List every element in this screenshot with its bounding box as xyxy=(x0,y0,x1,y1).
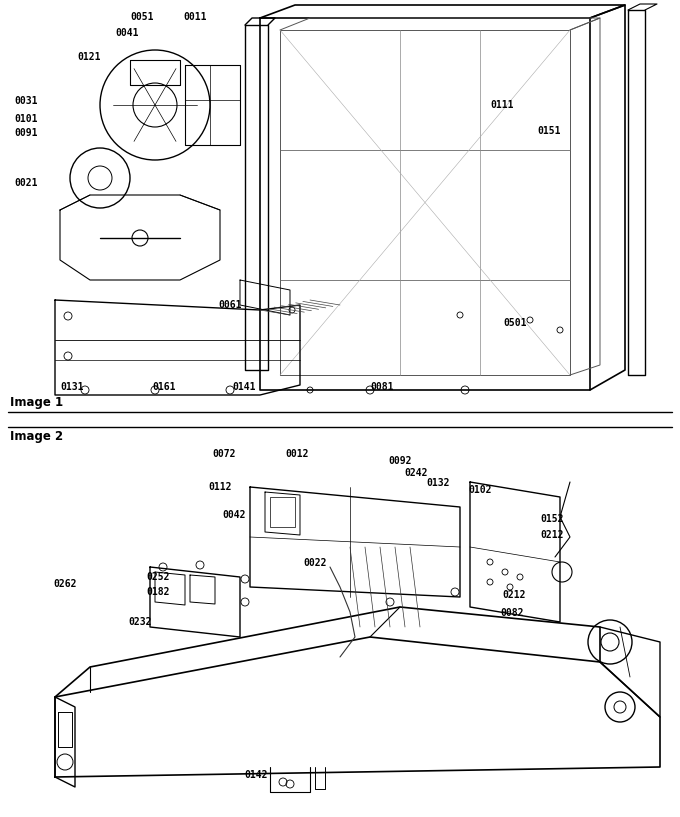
Text: 0212: 0212 xyxy=(540,530,564,540)
Text: 0011: 0011 xyxy=(183,12,207,22)
Text: 0101: 0101 xyxy=(14,114,37,124)
Text: 0132: 0132 xyxy=(426,478,449,488)
Bar xyxy=(270,497,295,527)
Text: 0072: 0072 xyxy=(212,449,235,459)
Text: 0102: 0102 xyxy=(468,485,492,495)
Text: 0051: 0051 xyxy=(130,12,154,22)
Text: 0151: 0151 xyxy=(537,126,560,136)
Text: 0501: 0501 xyxy=(503,318,526,328)
Text: Image 2: Image 2 xyxy=(10,430,63,443)
Text: 0232: 0232 xyxy=(128,617,152,627)
Text: 0031: 0031 xyxy=(14,96,37,106)
Text: 0252: 0252 xyxy=(146,572,169,582)
Text: 0152: 0152 xyxy=(540,514,564,524)
Text: 0112: 0112 xyxy=(208,482,231,492)
Text: 0081: 0081 xyxy=(370,382,394,392)
Text: 0061: 0061 xyxy=(218,300,241,310)
Text: 0111: 0111 xyxy=(490,100,513,110)
Text: 0242: 0242 xyxy=(404,468,428,478)
Text: 0022: 0022 xyxy=(303,558,326,568)
Text: 0161: 0161 xyxy=(152,382,175,392)
Text: 0141: 0141 xyxy=(232,382,256,392)
Text: Image 1: Image 1 xyxy=(10,396,63,409)
Text: 0021: 0021 xyxy=(14,178,37,188)
Text: 0091: 0091 xyxy=(14,128,37,138)
Text: 0142: 0142 xyxy=(244,770,267,780)
Text: 0182: 0182 xyxy=(146,587,169,597)
Text: 0042: 0042 xyxy=(222,510,245,520)
Text: 0082: 0082 xyxy=(500,608,524,618)
Text: 0121: 0121 xyxy=(77,52,101,62)
Text: 0012: 0012 xyxy=(285,449,309,459)
Text: 0212: 0212 xyxy=(502,590,526,600)
Text: 0041: 0041 xyxy=(115,28,139,38)
Text: 0092: 0092 xyxy=(388,456,411,466)
Text: 0262: 0262 xyxy=(53,579,76,589)
Text: 0131: 0131 xyxy=(60,382,84,392)
